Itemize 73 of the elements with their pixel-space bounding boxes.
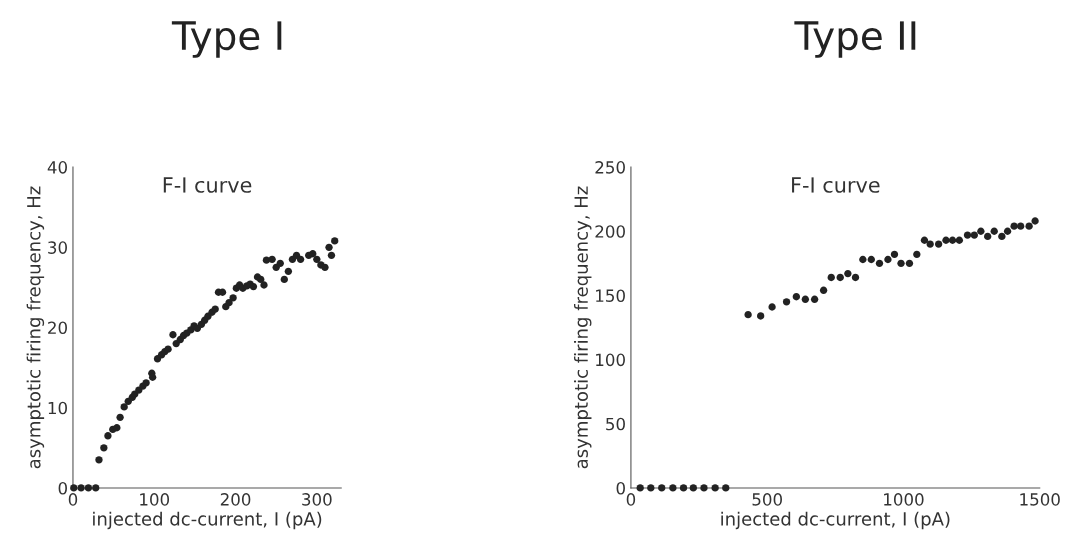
point [756, 312, 765, 320]
y-tick-label: 200 [595, 225, 625, 238]
point [942, 236, 950, 244]
point [926, 240, 934, 248]
point [722, 484, 730, 492]
y-tick-label: 20 [48, 321, 67, 335]
y-tick-label: 250 [595, 161, 625, 174]
point [890, 250, 899, 259]
point [836, 273, 844, 282]
point [1010, 222, 1018, 230]
point [955, 236, 964, 244]
x-tick-label: 200 [220, 493, 251, 506]
y-axis-title: asymptotic firing frequency, Hz [574, 186, 592, 469]
x-axis-title: injected dc-current, I (pA) [721, 511, 950, 530]
y-tick-label: 0 [58, 481, 67, 495]
point [689, 484, 698, 492]
point [977, 227, 985, 235]
point [647, 484, 655, 492]
x-tick-label: 0 [626, 493, 636, 506]
point [1025, 222, 1033, 230]
point [998, 232, 1006, 241]
x-tick-label: 1000 [884, 493, 924, 506]
point [905, 259, 914, 268]
y-tick-label: 40 [47, 161, 67, 174]
point [819, 286, 828, 294]
point [920, 236, 929, 244]
point [859, 255, 867, 264]
point [970, 231, 978, 239]
y-tick-label: 0 [616, 481, 625, 495]
point [1016, 222, 1025, 230]
x-tick-label: 100 [140, 493, 170, 506]
point [963, 231, 972, 239]
point [801, 295, 810, 303]
point [867, 255, 875, 264]
x-tick-label: 0 [68, 493, 78, 506]
point [875, 259, 884, 268]
point [744, 311, 752, 319]
point [669, 484, 677, 492]
point [827, 273, 835, 282]
chart-subtitle: F-I curve [163, 177, 252, 193]
x-tick-label: 1500 [1020, 493, 1060, 506]
y-tick-label: 150 [596, 289, 625, 302]
y-tick-label: 10 [48, 401, 67, 415]
point [897, 259, 905, 268]
point [884, 255, 892, 264]
point [768, 303, 776, 311]
point [1031, 217, 1039, 225]
point [636, 484, 644, 492]
chart-title: Type I [171, 21, 282, 58]
point [679, 484, 688, 492]
point [810, 295, 819, 303]
point [948, 236, 957, 244]
point [913, 250, 921, 259]
x-tick-label: 300 [302, 493, 332, 506]
point [711, 484, 719, 492]
y-axis-title: asymptotic firing frequency, Hz [26, 186, 45, 469]
point [844, 269, 852, 278]
point [851, 273, 860, 282]
point [1003, 227, 1012, 235]
point [700, 484, 708, 492]
point [792, 293, 801, 301]
chart-subtitle: F-I curve [792, 177, 880, 193]
point [934, 240, 943, 248]
x-tick-label: 500 [752, 493, 782, 506]
point [658, 484, 666, 492]
point [984, 232, 992, 241]
y-tick-label: 30 [48, 241, 67, 254]
y-tick-label: 100 [596, 353, 625, 367]
x-axis-title: injected dc-current, I (pA) [93, 511, 322, 530]
point [990, 227, 998, 235]
chart-title: Type II [794, 21, 916, 58]
point [782, 298, 791, 306]
y-tick-label: 50 [606, 417, 625, 431]
